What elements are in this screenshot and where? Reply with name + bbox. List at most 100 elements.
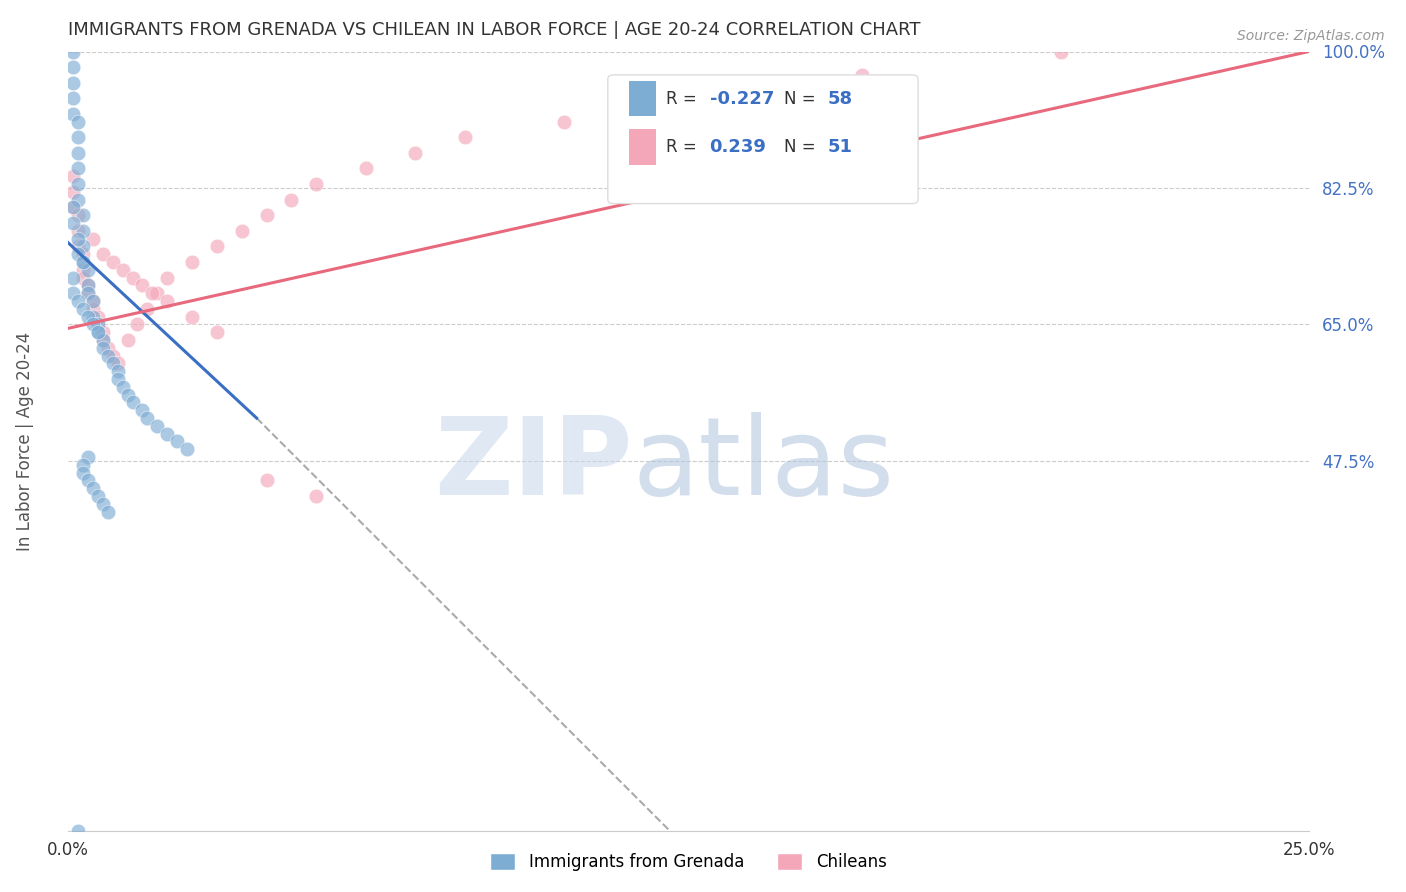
Text: IMMIGRANTS FROM GRENADA VS CHILEAN IN LABOR FORCE | AGE 20-24 CORRELATION CHART: IMMIGRANTS FROM GRENADA VS CHILEAN IN LA… — [67, 21, 921, 39]
FancyBboxPatch shape — [628, 81, 657, 116]
Point — [131, 278, 153, 293]
Point — [205, 326, 228, 340]
Point — [82, 232, 104, 246]
Point — [146, 418, 169, 433]
Point — [305, 489, 328, 503]
Point — [91, 497, 114, 511]
Point — [87, 310, 110, 324]
Point — [280, 193, 302, 207]
Point — [156, 270, 179, 285]
Point — [66, 247, 89, 261]
Point — [82, 294, 104, 309]
Point — [91, 341, 114, 355]
Point — [97, 505, 120, 519]
Point — [72, 208, 94, 222]
Text: atlas: atlas — [633, 412, 894, 518]
Point — [62, 169, 84, 184]
Point — [76, 286, 98, 301]
Point — [72, 255, 94, 269]
Point — [62, 185, 84, 199]
Point — [62, 201, 84, 215]
Point — [91, 247, 114, 261]
Point — [76, 278, 98, 293]
Point — [117, 387, 139, 401]
Point — [82, 310, 104, 324]
Point — [101, 356, 124, 370]
Point — [82, 301, 104, 316]
Point — [66, 114, 89, 128]
Point — [62, 216, 84, 230]
Point — [66, 161, 89, 176]
Point — [156, 426, 179, 441]
Point — [76, 263, 98, 277]
Point — [97, 341, 120, 355]
Point — [76, 278, 98, 293]
Point — [121, 395, 143, 409]
Point — [66, 193, 89, 207]
Point — [127, 318, 149, 332]
Legend: Immigrants from Grenada, Chileans: Immigrants from Grenada, Chileans — [484, 847, 893, 878]
Point — [76, 310, 98, 324]
Point — [101, 255, 124, 269]
Point — [66, 145, 89, 160]
Point — [166, 434, 188, 449]
Text: -0.227: -0.227 — [710, 90, 773, 108]
Text: 51: 51 — [828, 138, 852, 156]
Point — [256, 208, 278, 222]
FancyBboxPatch shape — [628, 129, 657, 165]
Point — [87, 318, 110, 332]
Point — [66, 177, 89, 191]
Point — [146, 286, 169, 301]
Point — [136, 411, 159, 425]
Point — [1049, 45, 1071, 59]
Point — [72, 247, 94, 261]
Point — [62, 45, 84, 59]
Point — [66, 224, 89, 238]
Point — [107, 356, 129, 370]
Point — [66, 130, 89, 145]
Point — [82, 294, 104, 309]
Point — [136, 301, 159, 316]
Point — [91, 333, 114, 347]
Point — [91, 326, 114, 340]
Point — [156, 294, 179, 309]
Point — [256, 474, 278, 488]
Text: In Labor Force | Age 20-24: In Labor Force | Age 20-24 — [15, 332, 34, 551]
Text: Source: ZipAtlas.com: Source: ZipAtlas.com — [1237, 29, 1385, 43]
Point — [87, 326, 110, 340]
Text: R =: R = — [666, 138, 707, 156]
Point — [205, 239, 228, 253]
FancyBboxPatch shape — [607, 75, 918, 203]
Point — [62, 76, 84, 90]
Text: R =: R = — [666, 90, 702, 108]
Point — [101, 349, 124, 363]
Point — [72, 239, 94, 253]
Point — [76, 286, 98, 301]
Text: N =: N = — [785, 90, 821, 108]
Point — [111, 263, 134, 277]
Point — [72, 263, 94, 277]
Point — [121, 270, 143, 285]
Text: 0.239: 0.239 — [710, 138, 766, 156]
Point — [181, 255, 204, 269]
Point — [87, 326, 110, 340]
Point — [62, 91, 84, 105]
Point — [97, 349, 120, 363]
Point — [181, 310, 204, 324]
Point — [404, 145, 426, 160]
Point — [82, 318, 104, 332]
Point — [91, 333, 114, 347]
Point — [72, 270, 94, 285]
Point — [107, 372, 129, 386]
Point — [72, 458, 94, 472]
Text: 58: 58 — [828, 90, 852, 108]
Point — [76, 474, 98, 488]
Point — [72, 301, 94, 316]
Point — [107, 364, 129, 378]
Point — [76, 450, 98, 464]
Point — [752, 83, 775, 97]
Point — [66, 232, 89, 246]
Text: ZIP: ZIP — [434, 412, 633, 518]
Point — [354, 161, 377, 176]
Point — [652, 99, 675, 113]
